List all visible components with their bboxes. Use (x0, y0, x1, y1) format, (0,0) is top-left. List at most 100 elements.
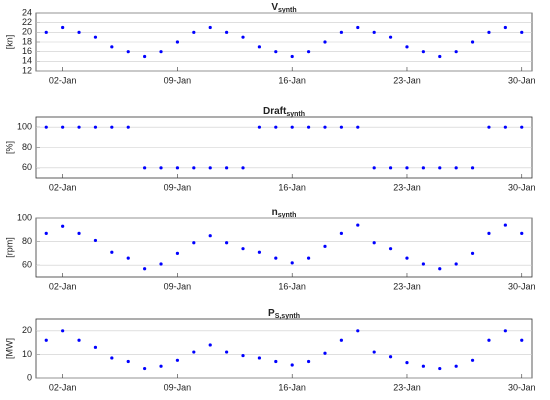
data-point (323, 351, 327, 355)
data-point (77, 30, 81, 34)
data-point (192, 30, 196, 34)
data-point (44, 338, 48, 342)
data-point (159, 166, 163, 170)
data-point (421, 50, 425, 54)
subplot-title: nsynth (272, 207, 297, 219)
data-point (61, 224, 65, 228)
data-point (192, 241, 196, 245)
subplot-title: Draftsynth (263, 106, 305, 118)
x-tick-label: 16-Jan (278, 75, 306, 85)
data-point (110, 250, 114, 254)
data-point (93, 238, 98, 243)
data-point (339, 30, 343, 34)
data-point (372, 241, 376, 245)
data-point (110, 45, 114, 49)
data-point (93, 125, 98, 129)
data-point (487, 125, 491, 129)
subplot-title: PS,synth (268, 308, 300, 320)
y-axis-label: [kn] (4, 35, 14, 50)
y-tick-label: 60 (22, 162, 32, 172)
data-point (93, 345, 98, 349)
data-point (356, 125, 360, 129)
data-point (159, 50, 163, 54)
data-point (520, 231, 524, 235)
data-point (225, 350, 229, 354)
data-point (388, 355, 393, 359)
x-tick-label: 30-Jan (508, 281, 536, 291)
data-point (77, 125, 81, 129)
data-point (225, 30, 229, 34)
data-point (241, 35, 245, 39)
data-point (241, 166, 245, 170)
data-point (470, 40, 475, 44)
y-axis-label: [%] (4, 141, 14, 154)
data-point (356, 329, 360, 333)
data-point (44, 125, 48, 129)
data-point (110, 356, 114, 360)
title-main: V (271, 2, 278, 13)
data-point (159, 262, 163, 266)
data-point (306, 256, 311, 260)
data-point (372, 166, 376, 170)
x-tick-label: 30-Jan (508, 75, 536, 85)
y-tick-label: 100 (17, 122, 32, 132)
data-point (208, 25, 212, 30)
data-point (520, 30, 524, 34)
data-point (454, 364, 458, 368)
data-point (421, 262, 425, 266)
data-point (274, 50, 278, 54)
x-tick-label: 16-Jan (278, 182, 306, 192)
x-tick-label: 23-Jan (393, 382, 421, 392)
x-tick-label: 23-Jan (393, 182, 421, 192)
data-point (143, 267, 147, 271)
data-point (487, 30, 491, 34)
data-point (274, 256, 278, 260)
data-point (93, 35, 98, 39)
data-point (126, 125, 130, 129)
data-point (306, 125, 311, 129)
y-axis-label: [rpm] (4, 237, 14, 258)
data-point (405, 361, 409, 365)
data-point (77, 338, 81, 342)
data-point (175, 358, 180, 362)
data-point (192, 166, 196, 170)
plot-area (35, 217, 533, 278)
plot-area (35, 318, 533, 379)
y-tick-label: 18 (22, 36, 32, 46)
x-tick-label: 23-Jan (393, 281, 421, 291)
data-point (274, 359, 278, 364)
title-subscript: synth (278, 7, 297, 14)
data-point (257, 250, 262, 254)
data-point (274, 125, 278, 129)
data-point (126, 359, 130, 364)
data-point (208, 234, 212, 238)
data-point (225, 166, 229, 170)
x-tick-label: 23-Jan (393, 75, 421, 85)
y-tick-label: 22 (22, 17, 32, 27)
data-point (257, 125, 262, 129)
data-point (388, 247, 393, 251)
data-point (388, 166, 393, 170)
data-point (405, 166, 409, 170)
data-point (306, 50, 311, 54)
y-tick-label: 12 (22, 65, 32, 75)
title-main: P (268, 308, 275, 319)
data-point (175, 166, 180, 170)
data-point (257, 45, 262, 49)
data-point (61, 125, 65, 129)
x-tick-label: 02-Jan (49, 382, 77, 392)
data-point (470, 358, 475, 362)
data-point (372, 350, 376, 354)
data-point (61, 25, 65, 30)
data-point (44, 30, 48, 34)
data-point (470, 166, 475, 170)
data-point (61, 329, 65, 333)
data-point (487, 338, 491, 342)
x-tick-label: 16-Jan (278, 382, 306, 392)
title-subscript: synth (286, 111, 305, 118)
data-point (143, 54, 147, 59)
data-point (438, 267, 442, 271)
y-tick-label: 20 (22, 325, 32, 335)
data-point (405, 45, 409, 49)
x-tick-label: 16-Jan (278, 281, 306, 291)
